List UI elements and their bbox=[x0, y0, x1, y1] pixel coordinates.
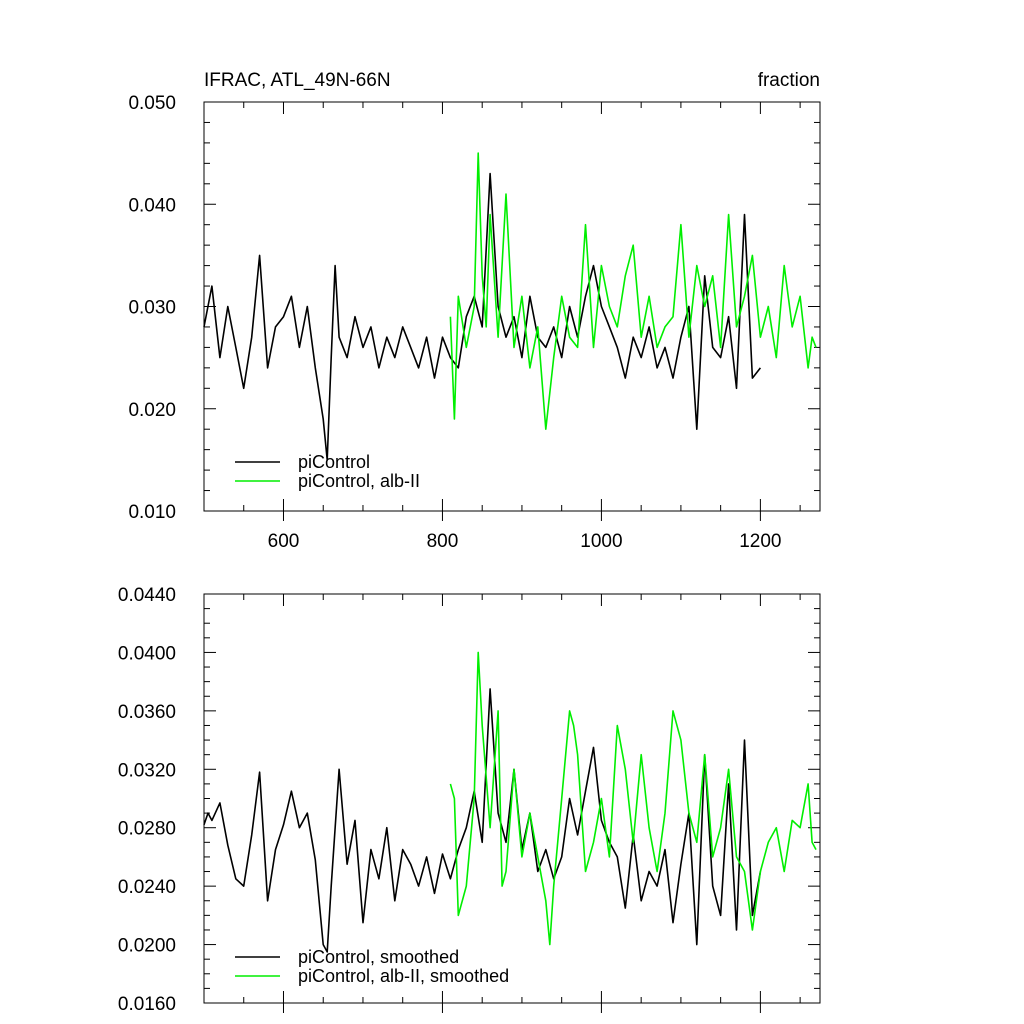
chart-units: fraction bbox=[758, 70, 820, 91]
y-tick-label: 0.020 bbox=[128, 400, 176, 421]
y-tick-label: 0.0360 bbox=[118, 702, 176, 723]
x-tick-label: 600 bbox=[268, 531, 300, 552]
bottom-panel: 0.0160 0.0200 0.0240 0.0280 0.0320 0.0360 0.04… bbox=[118, 585, 821, 1015]
y-tick-label: 0.0280 bbox=[118, 819, 176, 840]
series-line-alb-ii bbox=[449, 152, 817, 431]
legend-label: piControl, alb-II, smoothed bbox=[298, 966, 509, 986]
y-tick-label: 0.0320 bbox=[118, 760, 176, 781]
x-tick-label: 1000 bbox=[580, 531, 622, 552]
y-tick-label: 0.0240 bbox=[118, 877, 176, 898]
series-line-alb-ii bbox=[449, 651, 817, 946]
top-panel: 0.010 0.020 0.030 0.040 0.050 600 800 1000 1200 I… bbox=[128, 70, 821, 552]
y-tick-label: 0.0440 bbox=[118, 585, 176, 606]
y-tick-label: 0.030 bbox=[128, 298, 176, 319]
x-tick-label: 800 bbox=[427, 531, 459, 552]
series-line-picontrol bbox=[203, 172, 762, 461]
legend-label: piControl bbox=[298, 452, 370, 472]
y-tick-label: 0.0160 bbox=[118, 994, 176, 1015]
x-tick-label: 1200 bbox=[739, 531, 781, 552]
y-tick-label: 0.040 bbox=[128, 195, 176, 216]
chart-title: IFRAC, ATL_49N-66N bbox=[204, 70, 391, 91]
legend-label: piControl, smoothed bbox=[298, 947, 459, 967]
y-tick-label: 0.0200 bbox=[118, 936, 176, 957]
y-tick-label: 0.0400 bbox=[118, 643, 176, 664]
y-tick-label: 0.050 bbox=[128, 93, 176, 114]
y-tick-label: 0.010 bbox=[128, 502, 176, 523]
legend-label: piControl, alb-II bbox=[298, 471, 420, 491]
